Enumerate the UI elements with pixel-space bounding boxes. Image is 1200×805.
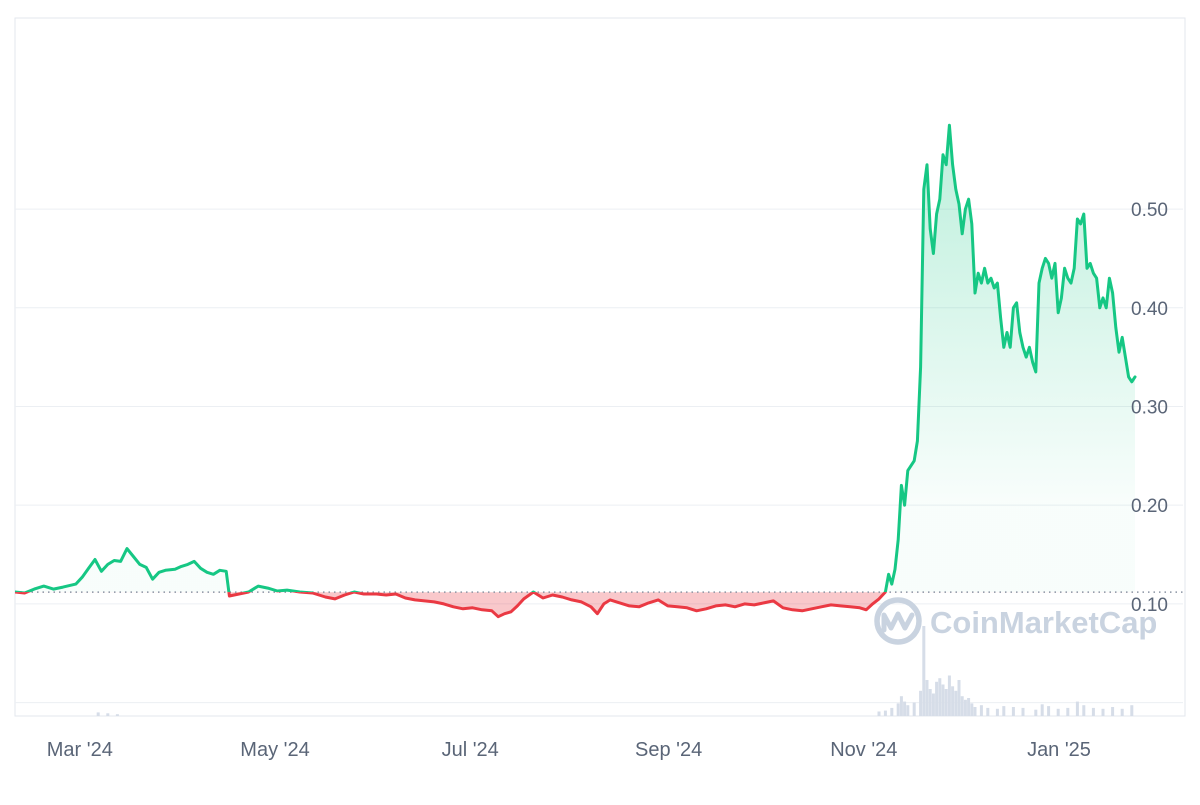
volume-bar	[883, 710, 887, 716]
x-tick-label: Jul '24	[442, 739, 499, 761]
volume-bar	[1111, 707, 1115, 716]
volume-bar	[951, 686, 955, 716]
x-tick-label: May '24	[240, 739, 309, 761]
volume-bar	[96, 712, 100, 716]
x-axis: Mar '24 May '24 Jul '24 Sep '24 Nov '24 Jan '…	[47, 739, 1091, 761]
volume-bar	[931, 693, 935, 716]
volume-bar	[919, 690, 923, 716]
area-below-baseline	[16, 592, 886, 617]
volume-bar	[944, 689, 948, 716]
volume-bar	[957, 680, 961, 716]
volume-bar	[1082, 705, 1086, 716]
volume-bar	[906, 705, 910, 716]
x-tick-label: Mar '24	[47, 739, 113, 761]
x-tick-label: Sep '24	[635, 739, 702, 761]
volume-bar	[967, 698, 971, 716]
volume-bar	[1101, 708, 1105, 716]
volume-bar	[947, 675, 951, 716]
y-tick-label: 0.10	[1131, 595, 1168, 616]
plot-frame	[14, 17, 1186, 717]
volume-bar	[941, 684, 945, 716]
price-line-up[interactable]	[15, 123, 1137, 617]
y-tick-label: 0.20	[1131, 496, 1168, 517]
volume-bar	[973, 707, 977, 716]
volume-bar	[979, 705, 983, 716]
volume-bar	[1075, 701, 1079, 716]
volume-bar	[995, 708, 999, 716]
volume-bar	[963, 699, 967, 716]
volume-bar	[1066, 707, 1070, 716]
volume-bar	[938, 678, 942, 716]
price-line-down[interactable]	[15, 125, 1135, 619]
volume-bar	[935, 681, 939, 716]
volume-bar	[115, 714, 119, 716]
y-tick-label: 0.50	[1131, 200, 1168, 221]
volume-bar	[1040, 704, 1044, 716]
coinmarketcap-logo-icon	[874, 597, 922, 645]
volume-bar	[106, 713, 110, 716]
volume-bar	[1130, 705, 1134, 716]
volume-bar	[986, 707, 990, 716]
volume-bar	[1120, 708, 1124, 716]
watermark-text: CoinMarketCap	[930, 605, 1157, 640]
volume-bar	[877, 711, 881, 716]
volume-bar	[922, 626, 926, 716]
volume-bar	[1091, 707, 1095, 716]
volume-bar	[1034, 709, 1038, 716]
volume-bar	[925, 680, 929, 716]
y-axis: 0.10 0.20 0.30 0.40 0.50	[1131, 200, 1168, 616]
volume-bar	[970, 703, 974, 716]
y-tick-label: 0.30	[1131, 397, 1168, 418]
volume-bar	[960, 696, 964, 716]
y-tick-label: 0.40	[1131, 299, 1168, 320]
volume-bar	[928, 689, 932, 716]
volume-bar	[1002, 706, 1006, 716]
watermark: CoinMarketCap	[874, 597, 1157, 645]
volume-bar	[903, 701, 907, 716]
volume-bar	[890, 707, 894, 716]
volume-bar	[899, 696, 903, 716]
x-tick-label: Nov '24	[830, 739, 897, 761]
x-tick-label: Jan '25	[1027, 739, 1091, 761]
volume-bar	[954, 690, 958, 716]
area-above-baseline	[15, 125, 1135, 593]
volume-bar	[896, 703, 900, 716]
volume-bar	[1011, 707, 1015, 716]
volume-bar	[912, 702, 916, 716]
volume-bar	[1047, 706, 1051, 716]
volume-bars	[96, 626, 1134, 716]
volume-bar	[1021, 707, 1025, 716]
volume-bar	[1056, 708, 1060, 716]
